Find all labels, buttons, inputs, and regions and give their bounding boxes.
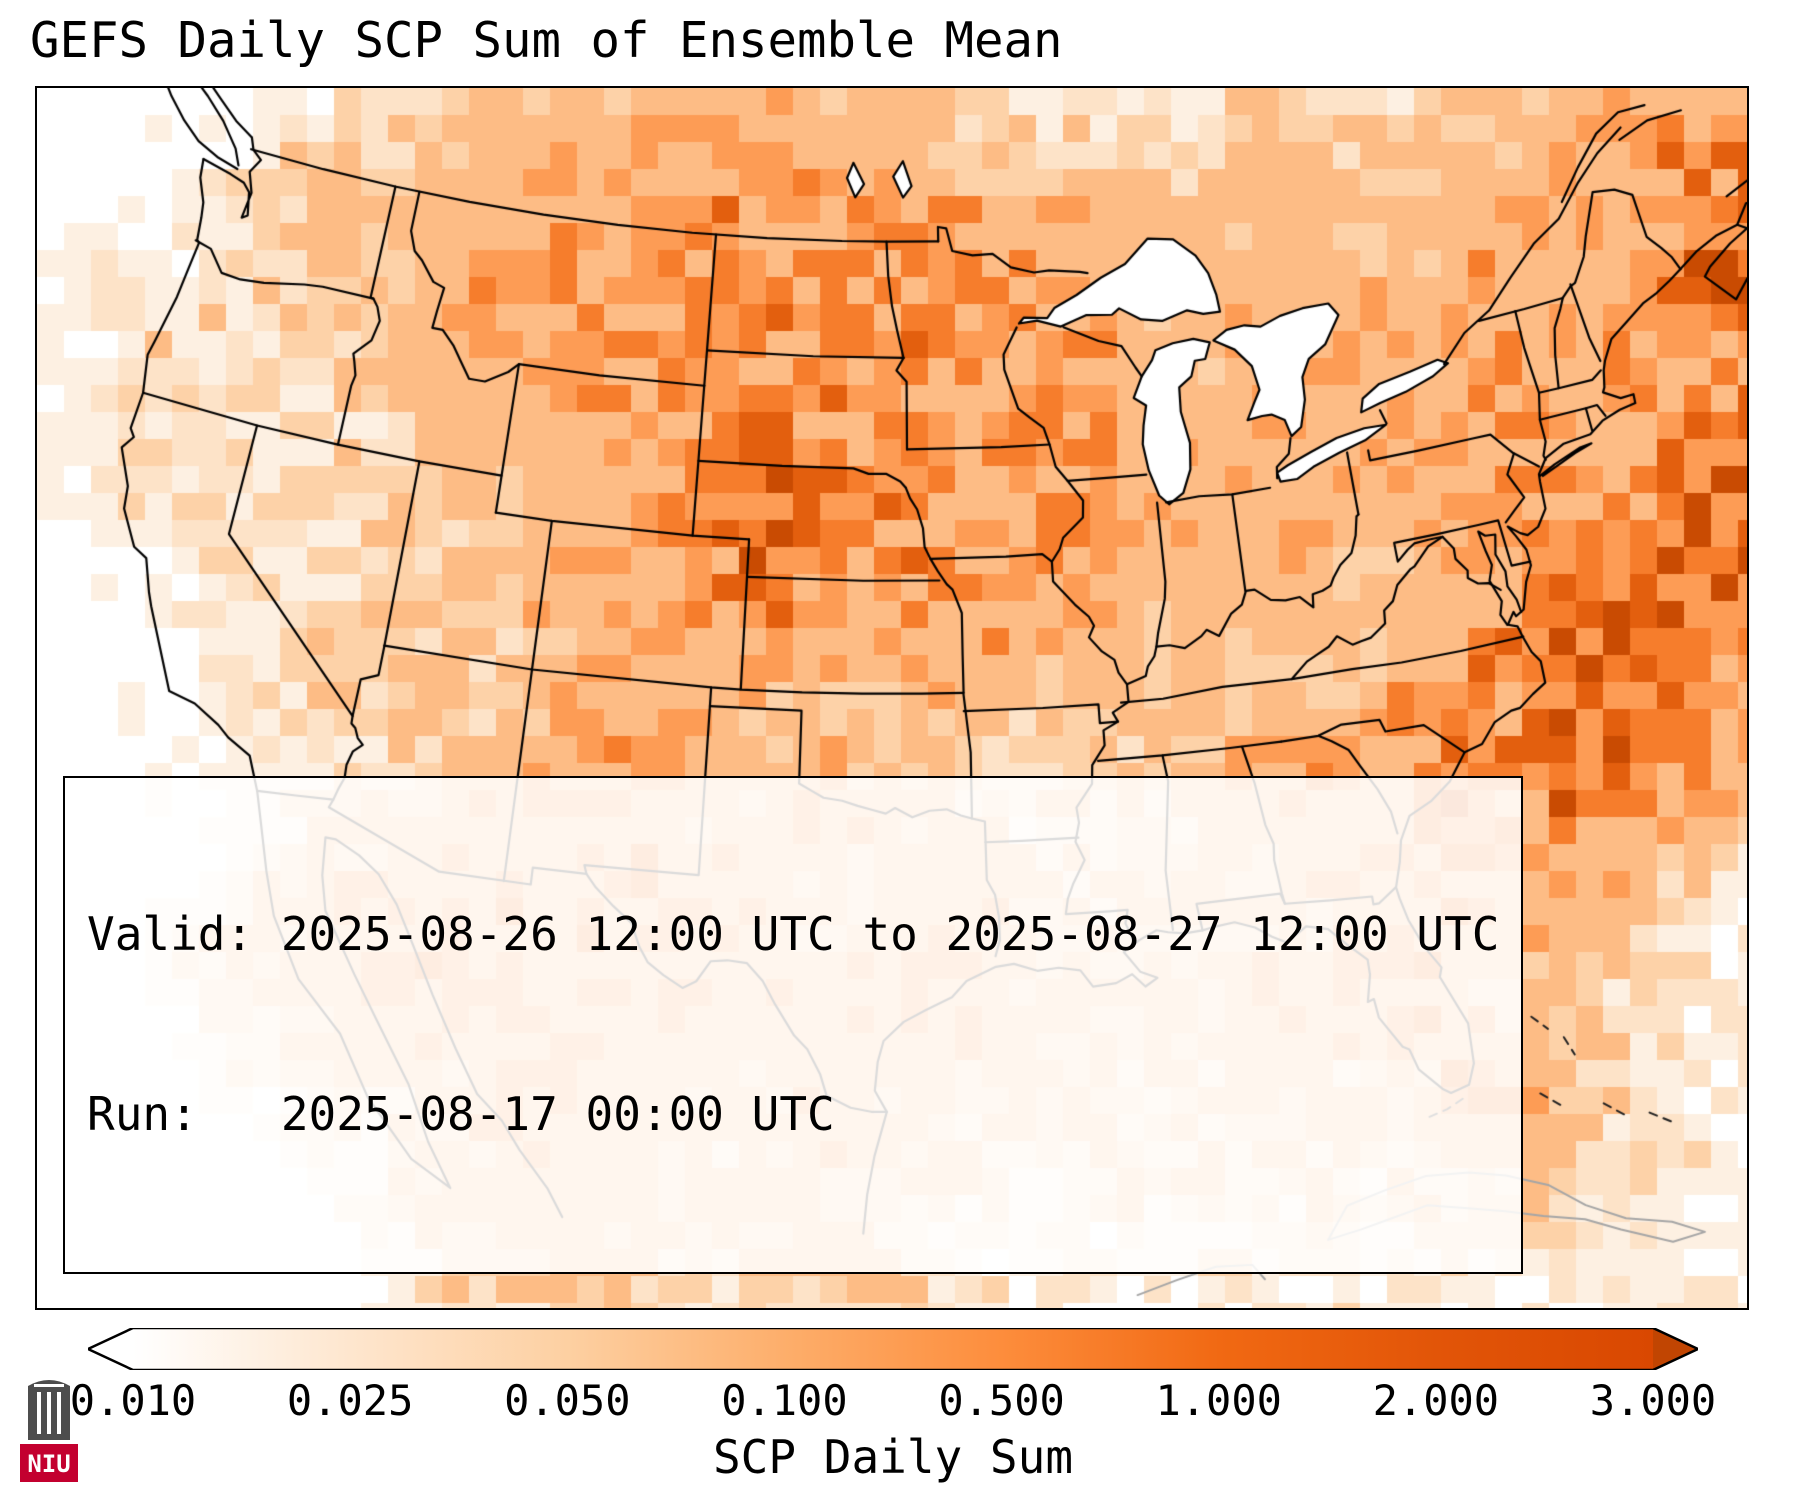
colorbar-gradient-bar bbox=[85, 1326, 1701, 1372]
map-panel: Valid: 2025-08-26 12:00 UTC to 2025-08-2… bbox=[35, 86, 1749, 1310]
colorbar-tick: 2.000 bbox=[1372, 1376, 1500, 1425]
colorbar-tick: 0.010 bbox=[69, 1376, 197, 1425]
colorbar-tick: 3.000 bbox=[1589, 1376, 1717, 1425]
colorbar-ticks: 0.010 0.025 0.050 0.100 0.500 1.000 2.00… bbox=[70, 1376, 1716, 1428]
valid-time-text: Valid: 2025-08-26 12:00 UTC to 2025-08-2… bbox=[87, 907, 1500, 962]
niu-logo: NIU bbox=[20, 1380, 78, 1482]
colorbar-tick: 0.025 bbox=[286, 1376, 414, 1425]
niu-logo-text: NIU bbox=[27, 1450, 70, 1478]
colorbar-under-arrow bbox=[88, 1328, 133, 1370]
colorbar-tick: 0.050 bbox=[504, 1376, 631, 1425]
colorbar-tick: 0.500 bbox=[938, 1376, 1065, 1425]
valid-run-info-box: Valid: 2025-08-26 12:00 UTC to 2025-08-2… bbox=[63, 775, 1524, 1274]
colorbar-over-arrow bbox=[1653, 1328, 1698, 1370]
colorbar-label: SCP Daily Sum bbox=[712, 1430, 1074, 1484]
colorbar-tick: 1.000 bbox=[1155, 1376, 1282, 1425]
colorbar-tick: 0.100 bbox=[721, 1376, 848, 1425]
run-time-text: Run: 2025-08-17 00:00 UTC bbox=[87, 1086, 835, 1141]
colorbar bbox=[85, 1326, 1701, 1372]
figure-title: GEFS Daily SCP Sum of Ensemble Mean bbox=[30, 12, 1063, 69]
